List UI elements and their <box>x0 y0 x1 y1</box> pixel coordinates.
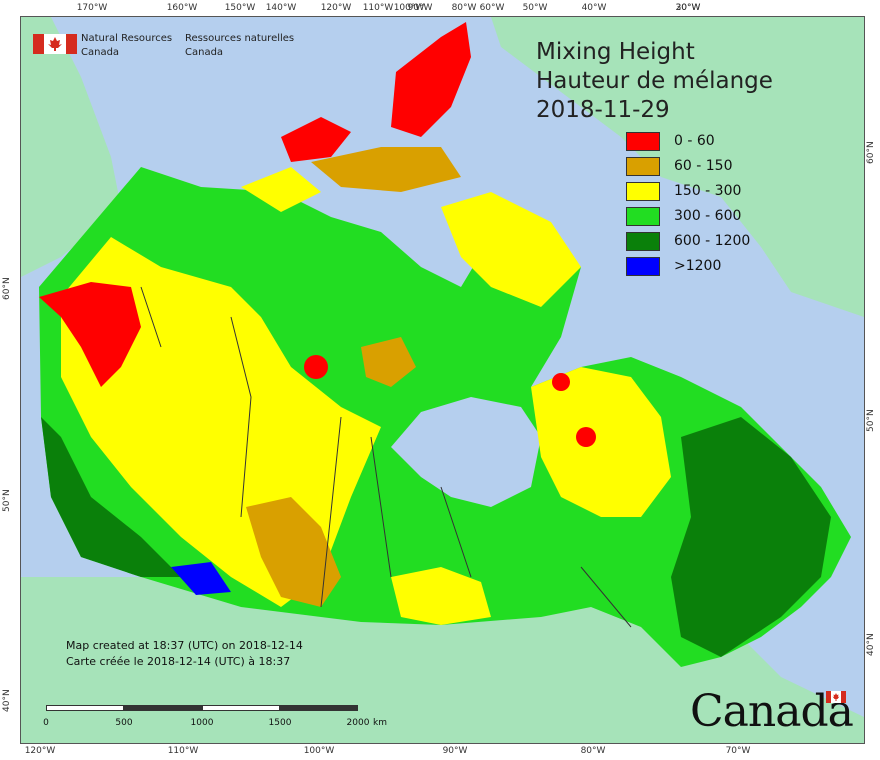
graticule-top-label: 170°W <box>76 3 108 13</box>
zone-prairie-orange <box>246 497 341 607</box>
graticule-top-label: 50°W <box>522 3 548 13</box>
legend-swatch <box>626 132 660 151</box>
greenland-land <box>491 17 864 317</box>
graticule-bottom-label: 90°W <box>442 746 468 756</box>
scale-bar-label: 1500 <box>268 718 292 728</box>
graticule-top-label: 30°W <box>675 3 701 13</box>
map-frame <box>20 16 865 744</box>
zone-bc-green <box>41 417 181 577</box>
zone-central-orange <box>361 337 416 387</box>
hudson-bay <box>391 397 541 507</box>
credit-fr: Carte créée le 2018-12-14 (UTC) à 18:37 <box>66 655 291 668</box>
legend-swatch <box>626 182 660 201</box>
baffin-island <box>441 192 581 307</box>
graticule-left-label: 40°N <box>2 689 12 712</box>
graticule-bottom-label: 100°W <box>303 746 335 756</box>
agency-name-fr-line1: Ressources naturelles <box>185 33 295 44</box>
graticule-top-label: 110°W <box>362 3 394 13</box>
legend-label: 300 - 600 <box>674 208 742 224</box>
graticule-top-label: 60°W <box>479 3 505 13</box>
legend-item: 150 - 300 <box>626 182 776 202</box>
map-title: Mixing Height Hauteur de mélange 2018-11… <box>536 38 773 125</box>
zone-yukon-red <box>39 282 141 387</box>
legend-item: 60 - 150 <box>626 157 776 177</box>
arctic-island-3 <box>241 167 321 212</box>
legend-swatch <box>626 157 660 176</box>
legend-swatch <box>626 207 660 226</box>
zone-ontario-yellow <box>391 567 491 625</box>
graticule-top-label: 140°W <box>265 3 297 13</box>
legend-item: 0 - 60 <box>626 132 776 152</box>
zone-bc-blue <box>171 562 231 595</box>
province-boundaries <box>140 286 632 628</box>
canada-flag-icon <box>33 34 77 54</box>
map-title-fr: Hauteur de mélange <box>536 68 773 94</box>
scale-bar-label: 2000 <box>346 718 370 728</box>
graticule-bottom-label: 80°W <box>580 746 606 756</box>
credit-en: Map created at 18:37 (UTC) on 2018-12-14 <box>66 639 303 652</box>
scale-bar-label: 1000 <box>190 718 214 728</box>
scale-bar-label: 500 <box>115 718 133 728</box>
graticule-top-label: 120°W <box>320 3 352 13</box>
agency-name-fr-line2: Canada <box>185 47 224 58</box>
agency-name-en-line1: Natural Resources <box>81 33 173 44</box>
ellesmere-island <box>391 22 471 137</box>
graticule-right-label: 40°N <box>866 633 876 656</box>
graticule-bottom-label: 110°W <box>167 746 199 756</box>
alaska-land <box>21 17 121 277</box>
scale-bar-label: 0 <box>43 718 49 728</box>
map-canvas <box>21 17 864 743</box>
graticule-bottom-label: 120°W <box>24 746 56 756</box>
graticule-top-label: 100°W <box>393 3 425 13</box>
legend-label: 150 - 300 <box>674 183 742 199</box>
legend-label: >1200 <box>674 258 722 274</box>
arctic-island-1 <box>281 117 351 162</box>
graticule-right-label: 50°N <box>866 409 876 432</box>
hotspot-1 <box>304 355 328 379</box>
legend-label: 0 - 60 <box>674 133 715 149</box>
agency-name-fr: Ressources naturelles Canada <box>185 32 294 60</box>
scale-bar-segment <box>46 705 124 711</box>
hotspot-3 <box>552 373 570 391</box>
graticule-top-label: 90°W <box>407 3 433 13</box>
scale-bar-segment <box>280 705 358 711</box>
scale-bar-unit: km <box>373 718 387 728</box>
map-title-en: Mixing Height <box>536 39 695 65</box>
graticule-left-label: 50°N <box>2 489 12 512</box>
legend-item: >1200 <box>626 257 776 277</box>
graticule-top-label: 150°W <box>224 3 256 13</box>
graticule-left-label: 60°N <box>2 277 12 300</box>
zone-east-darkgreen <box>671 417 831 657</box>
legend-item: 600 - 1200 <box>626 232 776 252</box>
legend-label: 60 - 150 <box>674 158 733 174</box>
scale-bar: 0 500 1000 1500 2000 km <box>43 705 387 728</box>
hotspot-2 <box>576 427 596 447</box>
graticule-right-label: 60°N <box>866 141 876 164</box>
graticule-top-label: 160°W <box>166 3 198 13</box>
arctic-island-2 <box>311 147 461 192</box>
legend-swatch <box>626 232 660 251</box>
map-credit: Map created at 18:37 (UTC) on 2018-12-14… <box>66 638 303 670</box>
graticule-top-label: 40°W <box>581 3 607 13</box>
scale-bar-segment <box>202 705 280 711</box>
agency-name-en: Natural Resources Canada <box>81 32 172 60</box>
scale-bar-segment <box>124 705 202 711</box>
map-date: 2018-11-29 <box>536 97 670 123</box>
graticule-bottom-label: 70°W <box>725 746 751 756</box>
zone-quebec-yellow <box>531 367 671 517</box>
legend-swatch <box>626 257 660 276</box>
legend-label: 600 - 1200 <box>674 233 751 249</box>
wordmark-flag-icon <box>826 691 846 703</box>
graticule-top-label: 80°W <box>451 3 477 13</box>
legend-item: 300 - 600 <box>626 207 776 227</box>
graticule-top-label: 20°W <box>675 3 701 13</box>
agency-name-en-line2: Canada <box>81 47 120 58</box>
